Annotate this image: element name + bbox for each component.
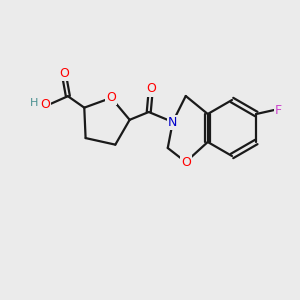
Text: F: F xyxy=(275,103,282,116)
Text: O: O xyxy=(146,82,156,95)
Text: H: H xyxy=(30,98,38,108)
Text: O: O xyxy=(106,92,116,104)
Text: O: O xyxy=(40,98,50,111)
Text: N: N xyxy=(168,116,177,128)
Text: O: O xyxy=(59,67,69,80)
Text: O: O xyxy=(181,155,191,169)
